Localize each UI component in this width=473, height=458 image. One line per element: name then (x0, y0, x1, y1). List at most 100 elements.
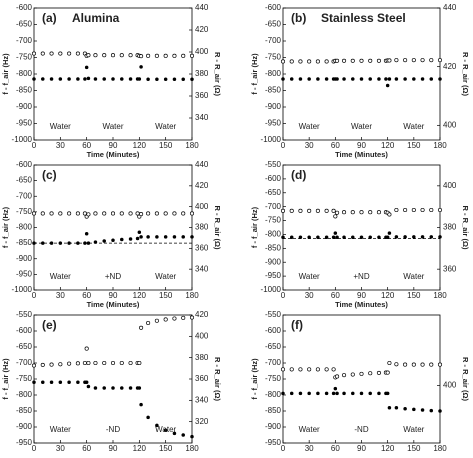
open-marker (40, 362, 45, 367)
filled-marker (394, 77, 399, 81)
y-tick-label: -900 (265, 102, 282, 111)
y2-tick-label: 400 (195, 202, 209, 211)
filled-marker (49, 241, 54, 245)
open-marker (342, 210, 347, 215)
filled-marker (359, 77, 364, 81)
y-tick-label: -600 (265, 174, 282, 183)
filled-marker (403, 407, 407, 411)
filled-marker (84, 65, 89, 70)
filled-marker (83, 77, 87, 81)
open-marker (146, 53, 151, 58)
region-label: -ND (354, 425, 368, 434)
filled-marker (111, 77, 115, 81)
filled-marker (102, 239, 106, 243)
filled-marker (316, 391, 320, 396)
open-marker (394, 207, 399, 213)
filled-marker (120, 237, 124, 242)
open-marker (110, 53, 116, 58)
x-tick-label: 60 (331, 444, 340, 453)
filled-marker (333, 231, 338, 235)
y-tick-label: -850 (16, 238, 33, 247)
region-label: Water (102, 122, 123, 131)
y-tick-label: -650 (265, 342, 282, 351)
open-marker (368, 371, 373, 376)
y2-tick-label: 440 (195, 160, 209, 169)
x-tick-label: 120 (133, 141, 147, 150)
filled-marker (438, 409, 442, 413)
y-tick-label: -650 (16, 342, 33, 351)
x-tick-label: 180 (185, 444, 199, 453)
filled-marker (76, 77, 80, 81)
y-tick-label: -800 (16, 390, 33, 399)
open-marker (31, 211, 37, 216)
open-marker (139, 54, 144, 59)
x-tick-label: 120 (381, 291, 395, 300)
open-marker (86, 212, 91, 217)
region-label: Water (50, 425, 71, 434)
filled-marker (49, 77, 54, 81)
y2-tick-label: 320 (195, 417, 209, 426)
open-marker (324, 59, 329, 64)
y-tick-label: -900 (16, 102, 33, 111)
y2-tick-label: 360 (195, 374, 209, 383)
filled-marker (84, 380, 89, 384)
open-marker (49, 51, 54, 56)
y-tick-label: -650 (16, 20, 33, 29)
filled-marker (190, 235, 194, 239)
filled-marker (377, 77, 381, 81)
open-marker (335, 374, 340, 379)
y-tick-label: -650 (265, 20, 282, 29)
y2-tick-label: 380 (443, 223, 457, 232)
open-marker (315, 367, 320, 372)
filled-marker (412, 77, 416, 81)
filled-marker (359, 235, 364, 240)
open-marker (128, 53, 133, 58)
filled-marker (41, 380, 45, 384)
open-marker (139, 325, 144, 330)
open-marker (163, 53, 168, 58)
filled-marker (384, 77, 388, 81)
filled-marker (420, 235, 425, 239)
y2-tick-label: 420 (195, 25, 209, 34)
filled-marker (387, 406, 392, 410)
filled-marker (335, 391, 339, 396)
open-marker (154, 318, 159, 323)
x-tick-label: 0 (281, 141, 286, 150)
y2-tick-label: 440 (443, 3, 457, 12)
filled-marker (359, 391, 364, 396)
open-marker (40, 51, 45, 56)
open-marker (110, 211, 116, 216)
open-marker (350, 58, 355, 63)
filled-marker (307, 391, 311, 396)
panel-label: (d) (291, 168, 306, 182)
open-marker (181, 211, 186, 216)
filled-marker (155, 423, 159, 428)
y-axis-label: f - f_air (Hz) (250, 53, 259, 95)
y2-axis-label: R - R_air (Ω) (213, 52, 222, 96)
panel-title: Alumina (72, 11, 120, 25)
y-tick-label: -750 (265, 374, 282, 383)
open-marker (49, 362, 54, 367)
open-marker (359, 371, 364, 376)
open-marker (172, 53, 177, 58)
open-marker (86, 53, 91, 58)
region-label: Water (403, 122, 424, 131)
y2-tick-label: 420 (443, 62, 457, 71)
open-marker (31, 51, 37, 56)
open-marker (75, 361, 80, 366)
open-marker (385, 370, 390, 375)
y-tick-label: -950 (265, 271, 282, 280)
open-marker (154, 53, 159, 58)
filled-marker (111, 238, 115, 242)
y2-tick-label: 360 (195, 91, 209, 100)
filled-marker (67, 241, 71, 245)
x-tick-label: 90 (109, 141, 118, 150)
filled-marker (289, 391, 294, 396)
filled-marker (128, 386, 133, 390)
open-marker (181, 53, 186, 58)
filled-marker (324, 391, 329, 396)
filled-marker (58, 241, 63, 245)
region-label: Water (299, 122, 320, 131)
filled-marker (139, 65, 143, 69)
region-label: Water (299, 272, 320, 281)
